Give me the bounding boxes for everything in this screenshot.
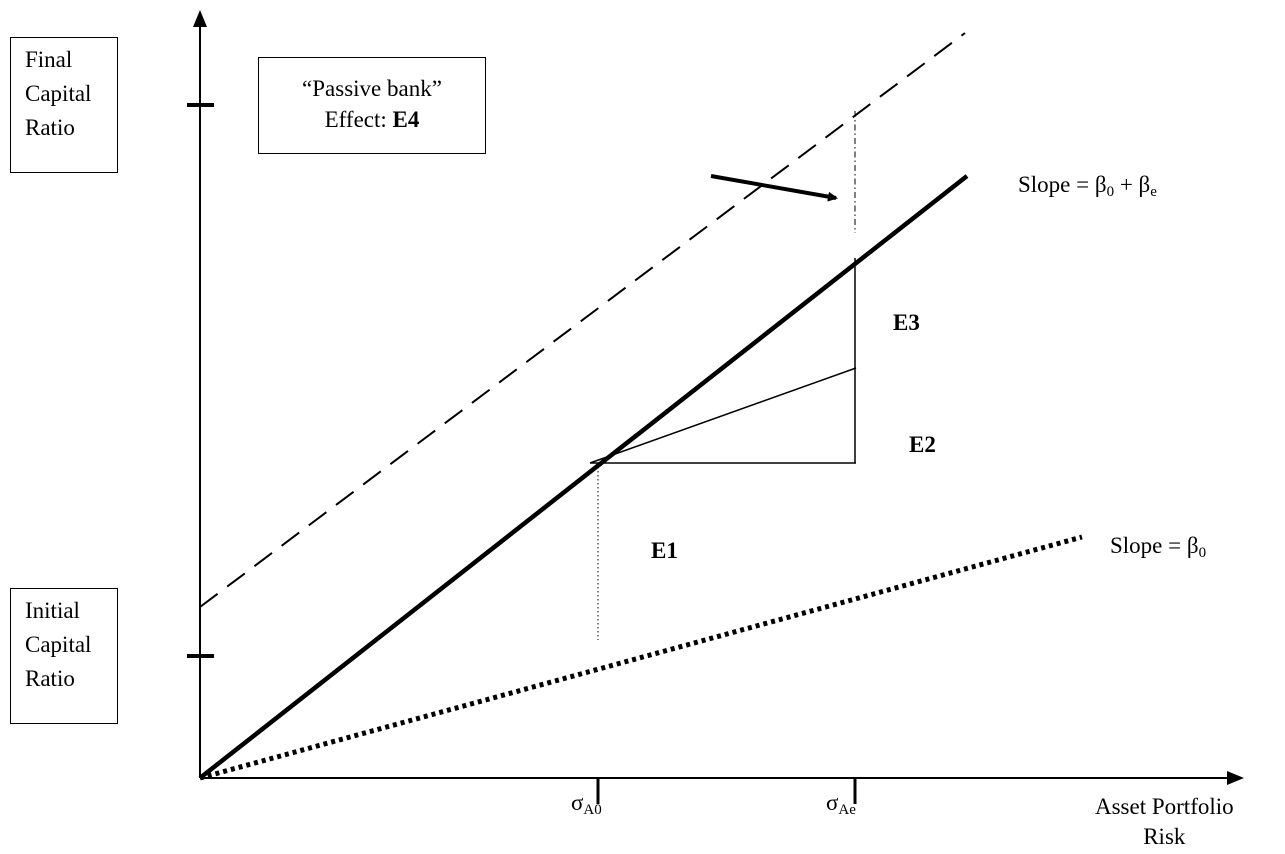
initial-label-line-1: Initial bbox=[25, 598, 80, 623]
slope-bottom-sub1: 0 bbox=[1198, 545, 1207, 561]
sigma-a0-symbol: σ bbox=[571, 790, 584, 815]
effect-e2-label: E2 bbox=[909, 432, 936, 457]
callout-line-2: Effect: E4 bbox=[259, 104, 485, 135]
sigma-ae-symbol: σ bbox=[826, 790, 839, 815]
effect-e1-label: E1 bbox=[651, 538, 678, 563]
initial-capital-ratio-box: Initial Capital Ratio bbox=[10, 588, 118, 724]
slope-beta0-plus-betae-line bbox=[198, 174, 969, 780]
callout-arrow bbox=[710, 174, 838, 202]
slope-beta0-line bbox=[199, 534, 1083, 781]
effect-inner-slope-segment bbox=[589, 367, 857, 464]
slope-top-sub1: 0 bbox=[1106, 184, 1115, 200]
initial-label-line-2: Capital bbox=[25, 632, 92, 657]
final-label-line-3: Ratio bbox=[25, 115, 75, 140]
slope-top-mid: + β bbox=[1114, 172, 1151, 197]
final-label-line-1: Final bbox=[25, 47, 73, 72]
slope-bottom-label: Slope = β0 bbox=[1110, 533, 1207, 561]
y-axis-arrowhead bbox=[193, 10, 207, 27]
callout-effect-prefix: Effect: bbox=[324, 107, 393, 132]
final-capital-ratio-box: Final Capital Ratio bbox=[10, 37, 118, 173]
final-label-line-2: Capital bbox=[25, 81, 92, 106]
slope-top-sub2: e bbox=[1150, 184, 1157, 200]
sigma-ae-label: σAe bbox=[826, 790, 856, 818]
effect-e3-label: E3 bbox=[893, 310, 920, 335]
x-axis-label-line-1: Asset Portfolio bbox=[1095, 794, 1234, 819]
initial-label-line-3: Ratio bbox=[25, 666, 75, 691]
sigma-a0-label: σA0 bbox=[571, 790, 602, 818]
x-axis-label-line-2: Risk bbox=[1143, 824, 1186, 849]
slope-top-prefix: Slope = β bbox=[1018, 172, 1107, 197]
sigma-ae-sub: Ae bbox=[838, 802, 856, 818]
sigma-a0-sub: A0 bbox=[583, 802, 602, 818]
callout-effect-e4: E4 bbox=[392, 107, 420, 132]
passive-bank-callout: “Passive bank” Effect: E4 bbox=[258, 57, 486, 154]
slope-bottom-prefix: Slope = β bbox=[1110, 533, 1199, 558]
slope-top-label: Slope = β0 + βe bbox=[1018, 172, 1157, 200]
x-axis-label: Asset Portfolio Risk bbox=[1095, 792, 1234, 852]
passive-bank-dashed-line bbox=[199, 32, 966, 608]
x-axis-arrowhead bbox=[1227, 771, 1244, 785]
callout-line-1: “Passive bank” bbox=[302, 76, 442, 101]
